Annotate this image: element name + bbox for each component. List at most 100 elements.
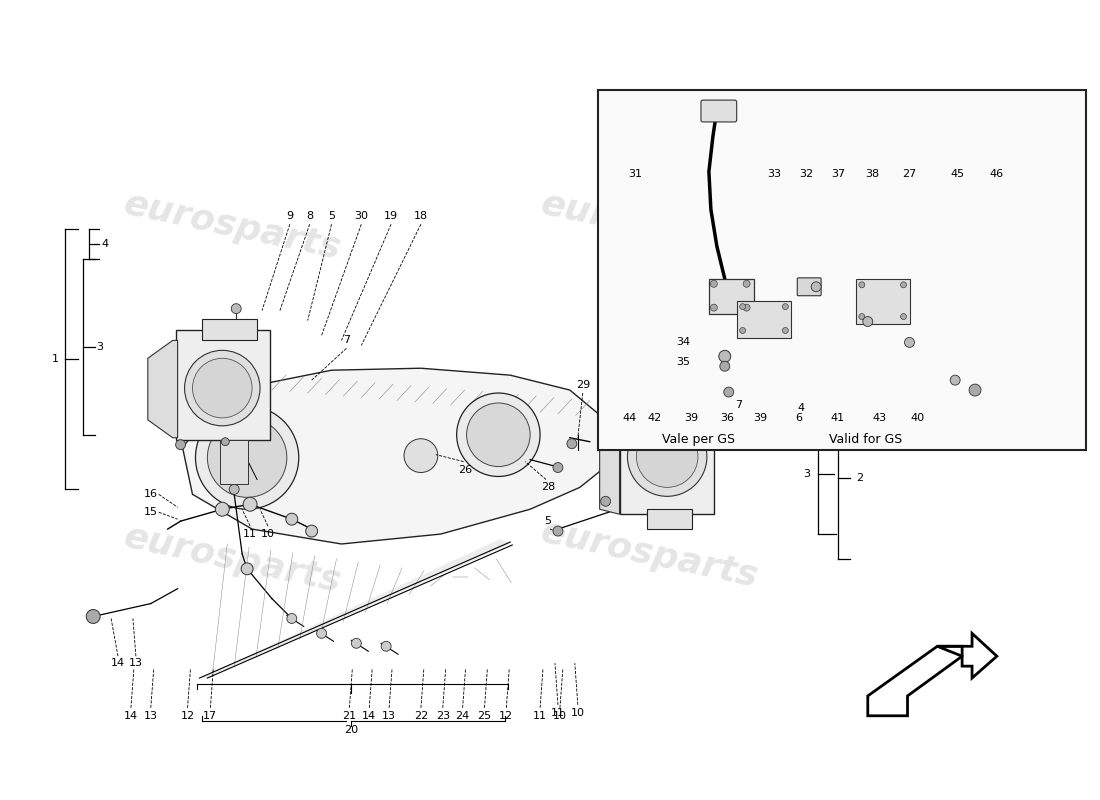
Text: 36: 36 — [719, 413, 734, 423]
Circle shape — [351, 638, 361, 648]
Text: 4: 4 — [798, 403, 804, 413]
Text: 14: 14 — [111, 658, 125, 668]
Text: 39: 39 — [684, 413, 699, 423]
Text: 14: 14 — [362, 710, 376, 721]
Text: 5: 5 — [544, 516, 551, 526]
Circle shape — [782, 327, 789, 334]
Text: 4: 4 — [101, 239, 109, 249]
Text: Valid for GS: Valid for GS — [829, 434, 902, 446]
Text: 13: 13 — [144, 710, 157, 721]
Circle shape — [466, 403, 530, 466]
Circle shape — [862, 317, 872, 326]
Text: 38: 38 — [866, 169, 880, 178]
Text: 16: 16 — [144, 490, 157, 499]
Text: 35: 35 — [676, 358, 690, 367]
Circle shape — [243, 498, 257, 511]
Text: eurosparts: eurosparts — [120, 519, 344, 598]
Text: eurosparts: eurosparts — [120, 186, 344, 266]
Circle shape — [287, 614, 297, 623]
Circle shape — [566, 438, 576, 449]
Circle shape — [601, 420, 610, 430]
Text: eurosparts: eurosparts — [538, 514, 761, 594]
Circle shape — [208, 418, 287, 498]
Circle shape — [553, 462, 563, 473]
Circle shape — [859, 314, 865, 319]
Text: 11: 11 — [551, 708, 565, 718]
Text: 22: 22 — [414, 710, 428, 721]
Text: 24: 24 — [455, 710, 470, 721]
Circle shape — [901, 282, 906, 288]
Circle shape — [811, 282, 821, 292]
Circle shape — [241, 563, 253, 574]
Text: 6: 6 — [795, 413, 802, 423]
Text: 34: 34 — [676, 338, 690, 347]
Text: 29: 29 — [575, 380, 590, 390]
FancyBboxPatch shape — [737, 301, 791, 338]
FancyBboxPatch shape — [176, 330, 270, 440]
Circle shape — [382, 642, 392, 651]
Text: 44: 44 — [623, 413, 637, 423]
Text: 45: 45 — [950, 169, 965, 178]
Text: 11: 11 — [534, 710, 547, 721]
Text: 7: 7 — [343, 335, 350, 346]
Circle shape — [286, 514, 298, 525]
Circle shape — [192, 358, 252, 418]
Text: 11: 11 — [243, 529, 257, 539]
FancyBboxPatch shape — [619, 400, 714, 514]
FancyBboxPatch shape — [856, 279, 911, 323]
Text: 46: 46 — [990, 169, 1004, 178]
Text: 13: 13 — [129, 658, 143, 668]
Circle shape — [176, 440, 186, 450]
FancyBboxPatch shape — [220, 440, 249, 485]
Text: 39: 39 — [754, 413, 768, 423]
Text: 43: 43 — [872, 413, 887, 423]
Text: 8: 8 — [306, 211, 313, 222]
Circle shape — [637, 426, 698, 487]
Circle shape — [196, 406, 299, 510]
FancyBboxPatch shape — [647, 510, 692, 529]
Circle shape — [86, 610, 100, 623]
Circle shape — [231, 304, 241, 314]
Text: 28: 28 — [541, 482, 556, 492]
Circle shape — [969, 384, 981, 396]
Text: 31: 31 — [628, 169, 642, 178]
Circle shape — [221, 438, 229, 446]
Text: 7: 7 — [735, 400, 743, 410]
Circle shape — [859, 282, 865, 288]
Text: 42: 42 — [647, 413, 661, 423]
Circle shape — [306, 525, 318, 537]
Text: 12: 12 — [180, 710, 195, 721]
Circle shape — [601, 496, 610, 506]
Text: 32: 32 — [799, 169, 813, 178]
Circle shape — [317, 629, 327, 638]
Text: 20: 20 — [344, 725, 359, 734]
Circle shape — [739, 327, 746, 334]
Polygon shape — [600, 400, 619, 514]
Text: 13: 13 — [382, 710, 396, 721]
Circle shape — [901, 314, 906, 319]
Text: eurosparts: eurosparts — [538, 186, 761, 266]
Text: 12: 12 — [499, 710, 514, 721]
Circle shape — [904, 338, 914, 347]
Circle shape — [711, 280, 717, 287]
Circle shape — [744, 304, 750, 311]
Circle shape — [950, 375, 960, 385]
FancyBboxPatch shape — [708, 279, 754, 314]
Text: 2: 2 — [856, 474, 864, 483]
Circle shape — [744, 280, 750, 287]
Text: 18: 18 — [414, 211, 428, 222]
Circle shape — [216, 502, 229, 516]
FancyBboxPatch shape — [798, 278, 821, 296]
Text: 19: 19 — [384, 211, 398, 222]
Polygon shape — [199, 539, 510, 678]
Text: 27: 27 — [902, 169, 916, 178]
Text: 40: 40 — [911, 413, 924, 423]
Text: 10: 10 — [553, 710, 566, 721]
Text: 1: 1 — [52, 354, 59, 364]
Text: 15: 15 — [144, 507, 157, 518]
Polygon shape — [147, 341, 177, 438]
Text: 3: 3 — [803, 470, 811, 479]
Circle shape — [456, 393, 540, 477]
Polygon shape — [183, 368, 605, 544]
Text: 25: 25 — [477, 710, 492, 721]
